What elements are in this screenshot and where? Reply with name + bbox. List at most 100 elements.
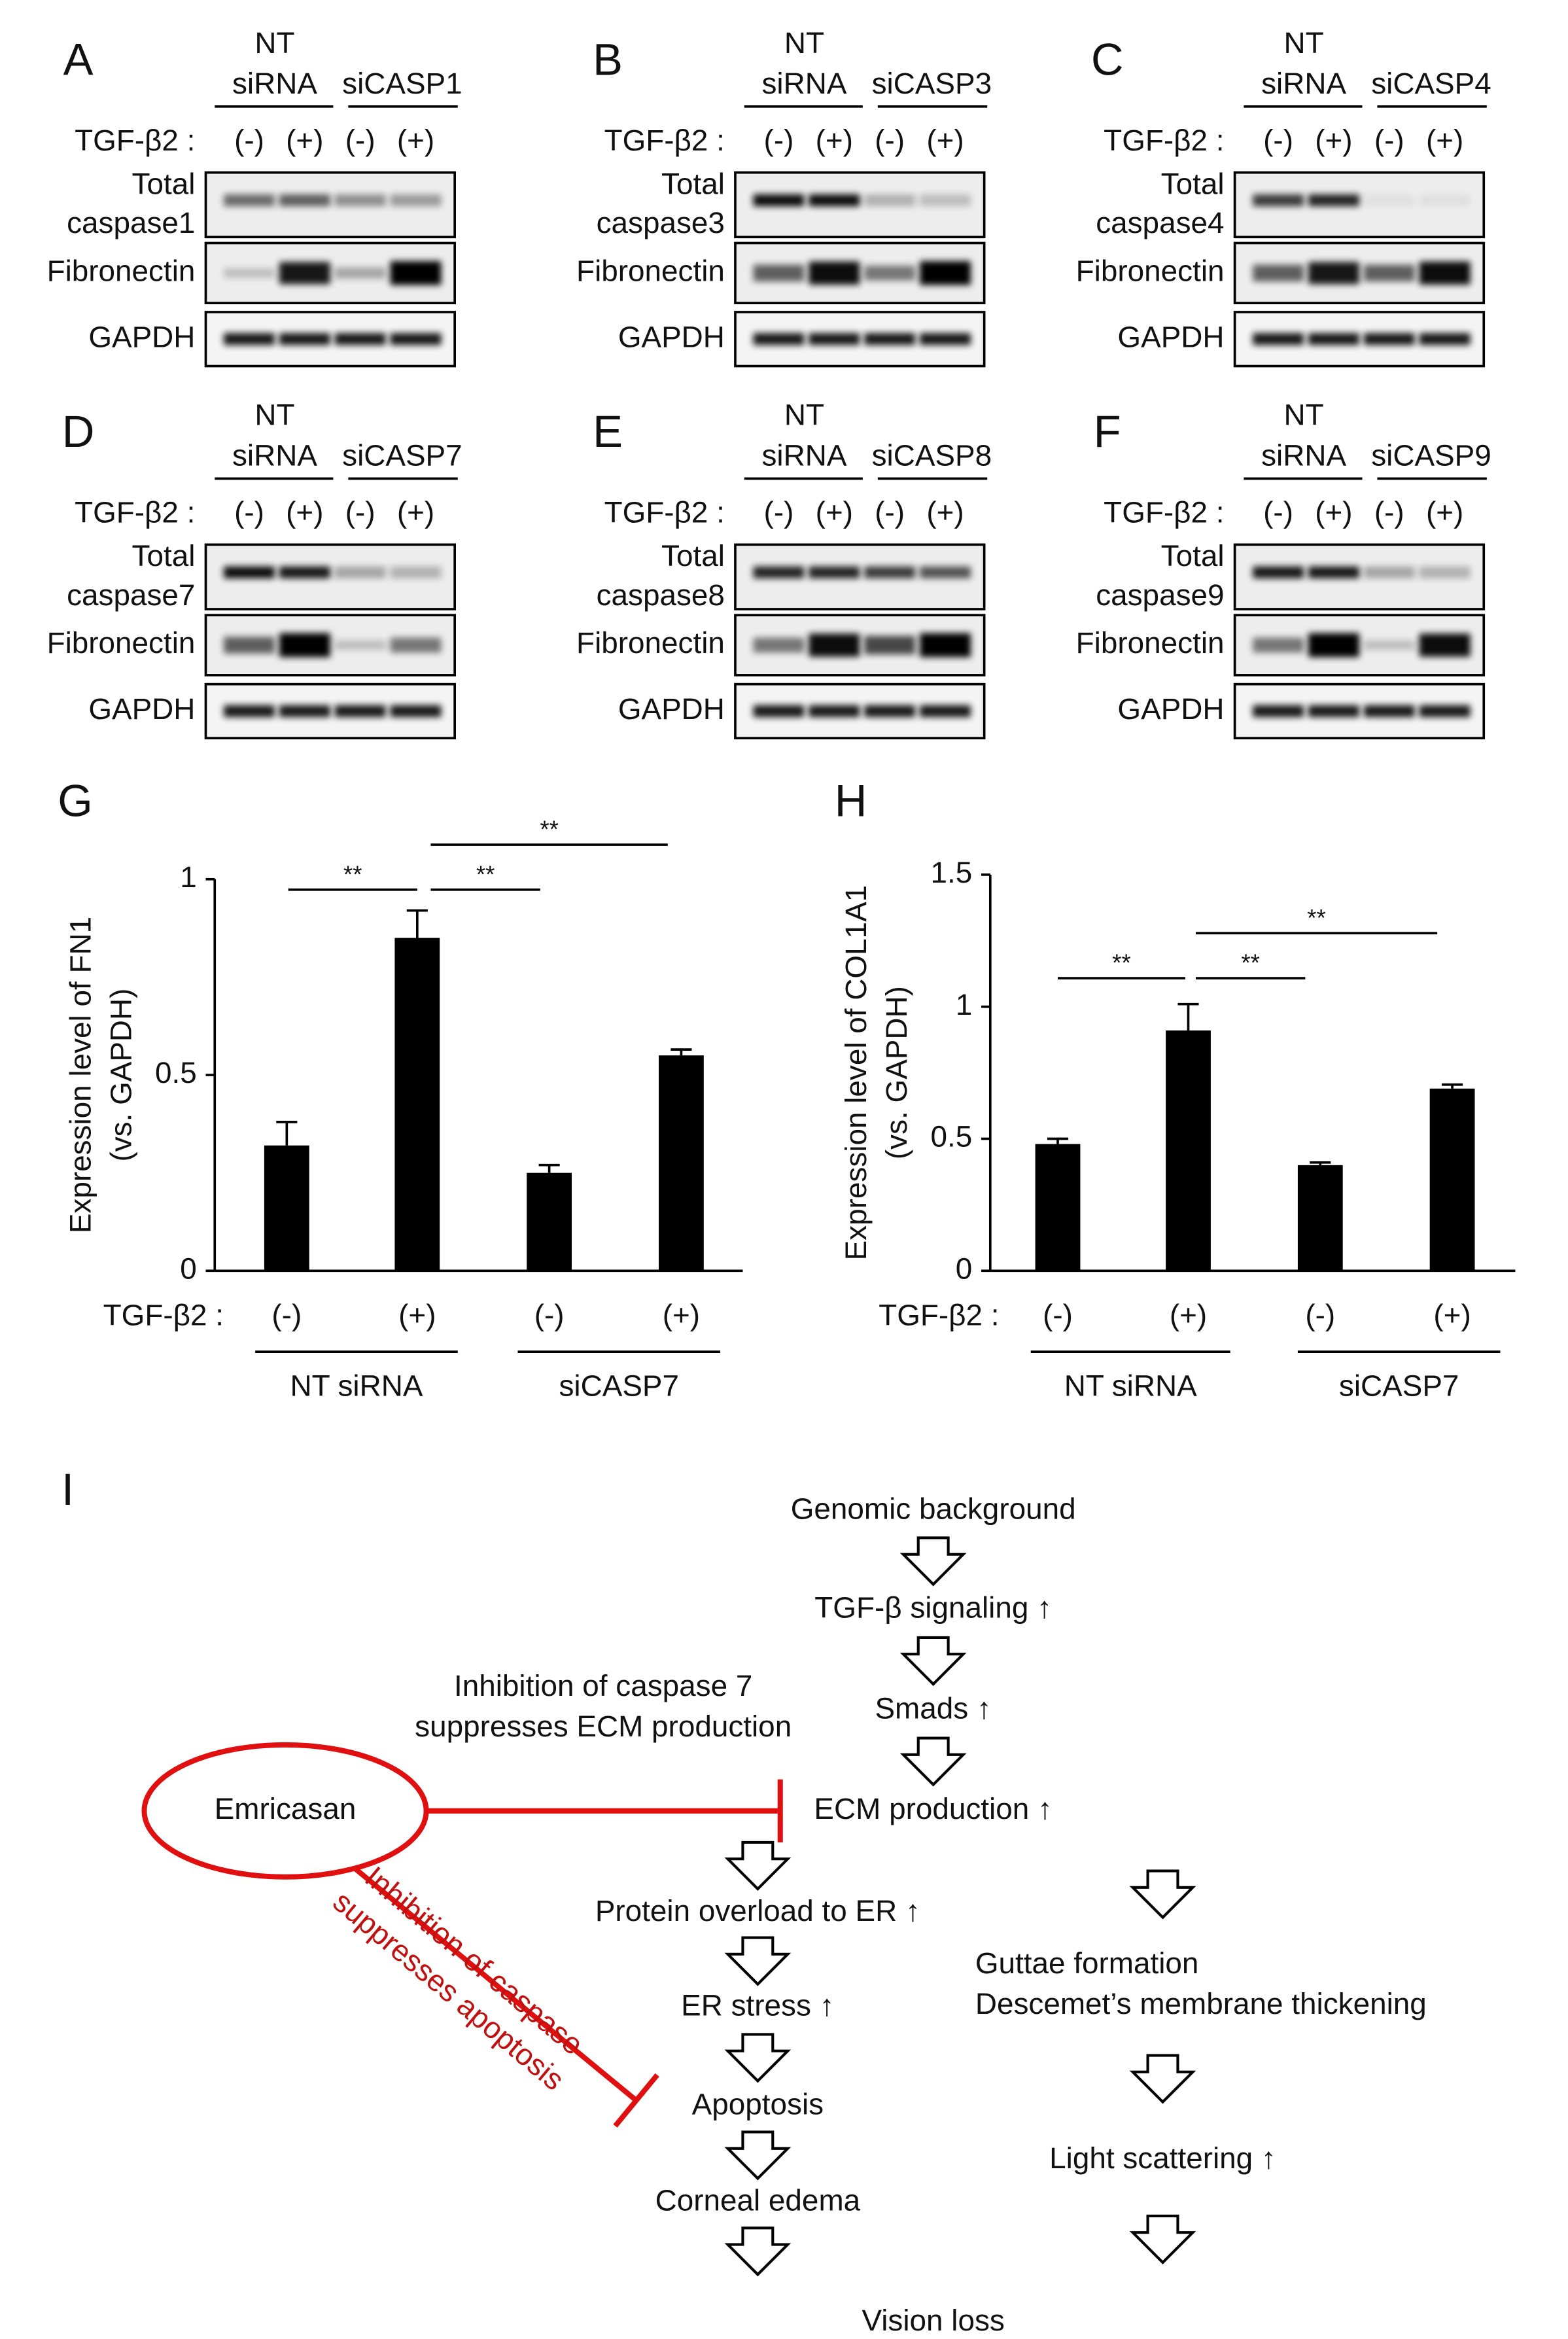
blot-band (390, 261, 442, 285)
lane-label: (+) (397, 123, 434, 157)
x-tick-label: (-) (271, 1297, 302, 1331)
blot-band (279, 566, 330, 579)
blot-band (1308, 633, 1359, 658)
row-label: Total (661, 166, 725, 200)
group-label: NT (1284, 398, 1324, 432)
row-label: caspase3 (597, 205, 725, 239)
group-label: NT siRNA (290, 1368, 423, 1402)
blot-band (1419, 261, 1471, 285)
flow-node: Vision loss (862, 2303, 1004, 2337)
blot-band (279, 705, 330, 718)
x-tick-label: (-) (1305, 1297, 1335, 1331)
lane-label: (-) (875, 123, 905, 157)
treatment-label: TGF-β2 : (604, 495, 725, 529)
treatment-label: TGF-β2 : (75, 495, 195, 529)
blot-band (864, 566, 916, 579)
blot-band (1253, 637, 1304, 653)
flow-node: ECM production ↑ (814, 1791, 1052, 1825)
significance-label: ** (540, 816, 559, 843)
blot-band (920, 333, 971, 345)
row-label: Fibronectin (47, 253, 196, 287)
blot-band (809, 566, 860, 579)
blot-band (920, 261, 971, 285)
group-label: NT (1284, 26, 1324, 60)
blot-band (1253, 566, 1304, 579)
blot-band (753, 194, 805, 207)
row-label: caspase4 (1096, 205, 1224, 239)
treatment-label: TGF-β2 : (604, 123, 725, 157)
panel-letter: E (593, 406, 623, 457)
x-tick-label: (+) (398, 1297, 436, 1331)
lane-label: (+) (286, 123, 323, 157)
significance-label: ** (476, 861, 495, 888)
lane-label: (+) (1426, 495, 1463, 529)
blot-band (753, 333, 805, 345)
row-label: Fibronectin (576, 253, 725, 287)
lane-label: (-) (764, 123, 794, 157)
row-label: GAPDH (88, 692, 195, 726)
blot-band (753, 705, 805, 718)
flow-node: Corneal edema (655, 2183, 861, 2217)
blot-band (334, 566, 386, 579)
inhibition-line (352, 1865, 638, 2103)
blot-band (390, 705, 442, 718)
flow-arrow (899, 1536, 967, 1587)
blot-band (1419, 633, 1471, 657)
bar (659, 1055, 704, 1271)
bar (1429, 1088, 1475, 1271)
flow-arrow (1129, 2054, 1196, 2104)
blot-band (1419, 566, 1471, 579)
flow-arrow (724, 1936, 792, 1986)
row-label: caspase1 (67, 205, 195, 239)
blot-band (224, 333, 275, 345)
blot-band (334, 640, 386, 650)
row-label: caspase7 (67, 578, 195, 612)
row-label: GAPDH (618, 319, 725, 353)
group-label: NT (784, 398, 824, 432)
blot-band (224, 637, 275, 654)
treatment-label: TGF-β2 : (103, 1297, 224, 1331)
blot-band (1419, 333, 1471, 345)
blot-band (390, 194, 442, 207)
note: Inhibition of caspase 7 (454, 1668, 752, 1702)
significance-label: ** (1241, 949, 1260, 976)
blot-band (864, 333, 916, 345)
row-label: Total (1161, 538, 1225, 572)
blot-band (1419, 194, 1471, 207)
blot-band (1363, 566, 1415, 579)
blot-band (920, 194, 971, 207)
bar (264, 1145, 309, 1271)
group-label: siCASP3 (872, 66, 992, 100)
row-label: Fibronectin (1076, 253, 1225, 287)
flow-arrow (724, 2033, 792, 2083)
blot-band (390, 566, 442, 579)
flow-node: Descemet’s membrane thickening (975, 1986, 1427, 2020)
blot-band (809, 194, 860, 207)
blot-band (390, 333, 442, 345)
y-axis-label: (vs. GAPDH) (103, 989, 137, 1162)
row-label: GAPDH (88, 319, 195, 353)
blot-band (753, 264, 805, 282)
y-tick-label: 0.5 (155, 1055, 197, 1089)
flow-arrow (899, 1636, 967, 1686)
blot-band (920, 705, 971, 718)
blot-band (224, 705, 275, 718)
bar (394, 938, 440, 1271)
blot-band (920, 566, 971, 579)
flow-node: Apoptosis (692, 2087, 824, 2121)
row-label: caspase9 (1096, 578, 1224, 612)
group-label: siCASP4 (1371, 66, 1491, 100)
blot-band (1363, 333, 1415, 345)
blot-band (809, 633, 860, 657)
group-label: siRNA (232, 438, 317, 472)
lane-label: (+) (926, 123, 964, 157)
flow-arrow (899, 1736, 967, 1787)
lane-label: (-) (875, 495, 905, 529)
blot-band (224, 566, 275, 579)
blot-band (1363, 640, 1415, 650)
lane-label: (-) (764, 495, 794, 529)
blot-band (753, 637, 805, 653)
row-label: Total (661, 538, 725, 572)
blot-band (279, 633, 330, 658)
lane-label: (+) (1315, 495, 1352, 529)
